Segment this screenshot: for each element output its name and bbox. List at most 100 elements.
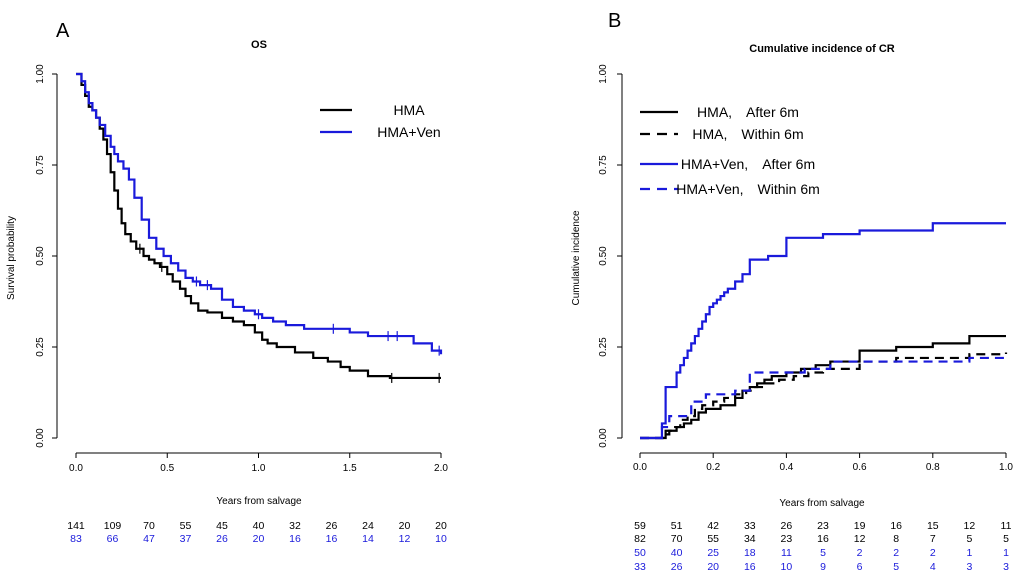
y-tick-label: 0.00 <box>35 428 46 448</box>
y-tick-label: 0.25 <box>35 337 46 357</box>
panel-b-y-axis-label: Cumulative incidence <box>571 210 582 305</box>
series-line-0 <box>640 334 1006 440</box>
risk-table-value: 20 <box>435 520 447 532</box>
risk-table-value: 40 <box>253 520 265 532</box>
x-tick-label: 0.8 <box>926 462 940 473</box>
risk-table-value: 109 <box>104 520 122 532</box>
panel-a-plot <box>76 72 443 383</box>
legend-label-name: HMA+Ven, <box>681 156 748 172</box>
risk-table-value: 4 <box>930 561 936 573</box>
x-tick-label: 1.0 <box>999 462 1013 473</box>
series-line-1 <box>76 72 443 355</box>
risk-table-value: 141 <box>67 520 85 532</box>
risk-table-value: 11 <box>1001 520 1012 532</box>
legend-label-suffix: After 6m <box>762 156 815 172</box>
panel-b-axes: 0.00 0.25 0.50 0.75 1.00 0.0 0.2 0.4 0.6 0.8 1.0 <box>598 64 1013 473</box>
risk-table-value: 10 <box>435 533 447 545</box>
risk-table-value: 59 <box>634 520 646 532</box>
risk-table-value: 1 <box>966 547 972 559</box>
panel-a-letter: A <box>56 20 70 42</box>
risk-table-value: 70 <box>143 520 155 532</box>
risk-table-value: 33 <box>744 520 756 532</box>
risk-table-value: 1 <box>1003 547 1009 559</box>
risk-table-value: 10 <box>781 561 793 573</box>
risk-table-value: 5 <box>966 533 972 545</box>
panel-b: B Cumulative incidence of CR Years from … <box>571 10 1013 573</box>
risk-table-value: 9 <box>820 561 826 573</box>
risk-table-value: 33 <box>634 561 646 573</box>
x-tick-label: 1.0 <box>252 463 266 474</box>
risk-table-value: 55 <box>180 520 192 532</box>
risk-table-value: 20 <box>253 533 265 545</box>
risk-table-value: 3 <box>966 561 972 573</box>
risk-table-value: 70 <box>671 533 683 545</box>
panel-b-x-axis-label: Years from salvage <box>779 498 865 509</box>
legend-label-name: HMA, <box>697 104 732 120</box>
risk-table-value: 7 <box>930 533 936 545</box>
risk-table-value: 16 <box>890 520 902 532</box>
panel-a-axes: 0.00 0.25 0.50 0.75 1.00 0.0 0.5 1.0 1.5 2.0 <box>35 64 448 474</box>
y-tick-label: 0.75 <box>35 155 46 175</box>
risk-table-value: 40 <box>671 547 683 559</box>
panel-b-letter: B <box>608 10 621 32</box>
x-tick-label: 0.6 <box>853 462 867 473</box>
risk-table-value: 42 <box>707 520 719 532</box>
risk-table-value: 45 <box>216 520 228 532</box>
x-tick-label: 0.5 <box>160 463 174 474</box>
risk-table-value: 12 <box>854 533 866 545</box>
risk-table-value: 26 <box>671 561 683 573</box>
risk-table-value: 26 <box>781 520 793 532</box>
risk-table-value: 3 <box>1003 561 1009 573</box>
legend-label-1: HMA+Ven <box>377 124 440 140</box>
x-tick-label: 0.4 <box>779 462 793 473</box>
y-tick-label: 0.25 <box>598 337 609 357</box>
legend-label-3: HMA+Ven, Within 6m <box>676 181 820 197</box>
x-tick-label: 0.2 <box>706 462 720 473</box>
risk-table-value: 11 <box>781 547 792 559</box>
risk-table-value: 34 <box>744 533 756 545</box>
x-tick-label: 1.5 <box>343 463 357 474</box>
legend-label-0: HMA, After 6m <box>697 104 799 120</box>
risk-table-value: 2 <box>857 547 863 559</box>
risk-table-value: 6 <box>857 561 863 573</box>
risk-table-value: 47 <box>143 533 155 545</box>
risk-table-value: 83 <box>70 533 82 545</box>
risk-table-value: 12 <box>399 533 411 545</box>
x-tick-label: 2.0 <box>434 463 448 474</box>
risk-table-value: 8 <box>893 533 899 545</box>
panel-a-y-axis-label: Survival probability <box>6 216 17 300</box>
risk-table-value: 19 <box>854 520 866 532</box>
y-tick-label: 1.00 <box>598 64 609 84</box>
y-tick-label: 1.00 <box>35 64 46 84</box>
risk-table-value: 23 <box>817 520 829 532</box>
risk-table-value: 25 <box>707 547 719 559</box>
panel-a: A OS Years from salvage Survival probabi… <box>6 20 448 545</box>
risk-table-value: 24 <box>362 520 374 532</box>
panel-a-x-axis-label: Years from salvage <box>216 496 302 507</box>
risk-table-value: 20 <box>399 520 411 532</box>
risk-table-value: 16 <box>744 561 756 573</box>
risk-table-value: 18 <box>744 547 756 559</box>
x-tick-label: 0.0 <box>69 463 83 474</box>
x-tick-label: 0.0 <box>633 462 647 473</box>
risk-table-value: 26 <box>326 520 338 532</box>
panel-b-legend: HMA, After 6m HMA, Within 6m HMA+Ven, After 6… <box>640 104 820 197</box>
risk-table-value: 15 <box>927 520 939 532</box>
risk-table-value: 5 <box>820 547 826 559</box>
risk-table-value: 2 <box>893 547 899 559</box>
series-line-3 <box>640 356 1006 440</box>
risk-table-value: 26 <box>216 533 228 545</box>
legend-label-name: HMA+Ven, <box>676 181 743 197</box>
y-tick-label: 0.75 <box>598 155 609 175</box>
risk-table-value: 55 <box>707 533 719 545</box>
risk-table-value: 16 <box>326 533 338 545</box>
legend-label-1: HMA, Within 6m <box>692 126 803 142</box>
y-tick-label: 0.50 <box>598 246 609 266</box>
panel-a-title: OS <box>251 39 267 51</box>
risk-table-value: 82 <box>634 533 646 545</box>
series-line-0 <box>76 72 441 380</box>
legend-label-2: HMA+Ven, After 6m <box>681 156 815 172</box>
risk-table-value: 51 <box>671 520 683 532</box>
